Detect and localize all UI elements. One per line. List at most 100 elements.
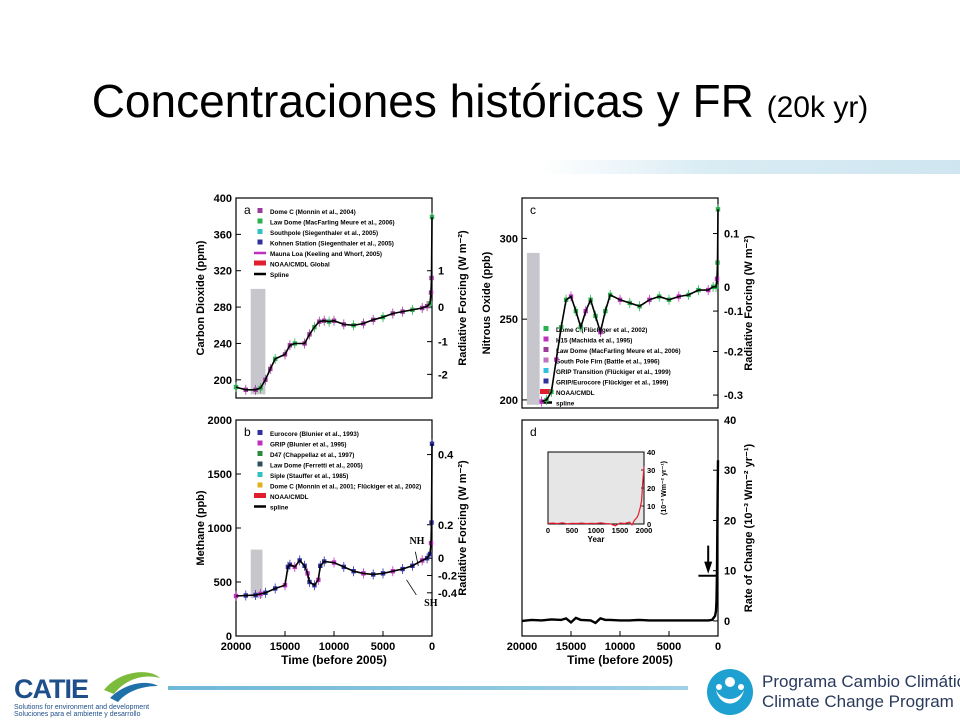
catie-tagline-en: Solutions for environment and developmen… <box>14 704 150 711</box>
footer-line <box>168 686 688 690</box>
y-tick-label: 0 <box>226 631 232 643</box>
x-tick-label: 5000 <box>371 641 395 653</box>
plot-frame <box>235 419 433 637</box>
y-tick-label: 1000 <box>208 523 232 535</box>
y-tick-label: 1500 <box>208 469 232 481</box>
panel-letter: b <box>244 425 251 439</box>
series-line <box>235 217 433 391</box>
legend-entry: Law Dome (Ferretti et al., 2005) <box>270 463 363 470</box>
series-line <box>541 209 719 403</box>
y-tick-label: 200 <box>214 375 232 387</box>
legend-entry: spline <box>556 401 575 408</box>
legend-entry: H15 (Machida et al., 1995) <box>556 338 632 345</box>
legend-swatch <box>540 389 552 394</box>
grey-band <box>250 288 266 395</box>
legend-entry: Dome C (Monnin et al., 2004) <box>270 209 356 216</box>
people-circle-icon <box>707 669 753 715</box>
y-tick-label: 280 <box>214 302 232 314</box>
inset-y-axis-label: (10⁻³ Wm⁻² yr⁻¹) <box>661 461 668 515</box>
panel-a: 200 240 280 320 360 400 -2 -1 0 1 Carbon Dioxide (… <box>195 193 469 399</box>
legend-swatch <box>257 440 263 446</box>
inset-y-tick-label: 40 <box>647 448 655 457</box>
catie-swoosh-icon <box>104 672 160 702</box>
program-name-en: Climate Change Program <box>762 692 954 711</box>
legend-swatch <box>257 239 263 245</box>
right-axis-label: Radiative Forcing (W m⁻²) <box>457 460 469 596</box>
right-tick-label: 30 <box>724 465 736 477</box>
legend-entry: NOAA/CMDL Global <box>270 262 330 269</box>
grey-band <box>526 252 540 405</box>
y-tick-label: 240 <box>214 338 232 350</box>
right-axis-label: Radiative Forcing (W m⁻²) <box>743 235 755 371</box>
catie-logo: CATIE Solutions for environment and deve… <box>12 668 162 718</box>
data-point <box>429 214 435 220</box>
x-tick-label: 10000 <box>319 641 350 653</box>
legend-swatch <box>257 461 263 467</box>
right-tick-label: 0 <box>724 616 730 628</box>
y-axis-label: Nitrous Oxide (ppb) <box>481 251 493 354</box>
y-tick-label: 200 <box>500 395 518 407</box>
right-tick-label: 0.1 <box>724 229 739 241</box>
inset-x-tick-label: 1000 <box>588 526 605 535</box>
legend-swatch <box>254 493 266 498</box>
right-axis-label: Radiative Forcing (W m⁻²) <box>457 230 469 366</box>
title-main: Concentraciones históricas y FR <box>91 75 754 127</box>
grey-band <box>250 549 263 599</box>
data-point <box>429 441 435 446</box>
right-tick-label: -0.2 <box>438 571 457 583</box>
right-tick-label: -1 <box>438 337 448 349</box>
inset-y-tick-label: 0 <box>647 520 651 529</box>
legend-swatch <box>257 218 263 224</box>
slide-title: Concentraciones históricas y FR (20k yr) <box>0 74 960 128</box>
inset-x-tick-label: 0 <box>546 526 550 535</box>
arrow-head <box>704 561 713 574</box>
y-tick-label: 300 <box>500 233 518 245</box>
series-line <box>521 460 720 625</box>
plot-frame <box>235 197 433 399</box>
legend-swatch <box>543 336 549 342</box>
data-point <box>233 593 239 599</box>
legend-entry: Eurocore (Blunier et al., 1993) <box>270 431 359 438</box>
legend-entry: Mauna Loa (Keeling and Whorf, 2005) <box>270 251 382 258</box>
x-tick-label: 20000 <box>221 641 252 653</box>
legend-swatch <box>257 430 263 435</box>
x-tick-label: 15000 <box>556 641 587 653</box>
inset-x-tick-label: 500 <box>566 526 579 535</box>
header-accent-bar <box>540 160 960 174</box>
program-name-es: Programa Cambio Climático <box>762 672 960 691</box>
right-tick-label: 0 <box>438 302 444 314</box>
y-tick-label: 360 <box>214 229 232 241</box>
inset-series-line <box>547 466 645 527</box>
y-tick-label: 320 <box>214 266 232 278</box>
inset-frame <box>547 451 645 525</box>
data-point <box>539 399 544 404</box>
legend-entry: spline <box>270 505 289 512</box>
right-tick-label: -0.3 <box>724 390 743 402</box>
panel-b: 0 500 1000 1500 2000 -0.4 -0.2 0 0.2 0.4 20000 1500… <box>195 415 469 667</box>
legend-entry: Dome C (Monnin et al., 2001; Flückiger e… <box>270 484 421 491</box>
legend-entry: GRIP/Eurocore (Flückiger et al., 1999) <box>556 380 668 387</box>
panel-letter: a <box>244 203 251 217</box>
legend-entry: Law Dome (MacFarling Meure et al., 2006) <box>270 220 395 227</box>
legend-swatch <box>543 357 549 363</box>
right-tick-label: 0.4 <box>438 450 454 462</box>
data-point <box>233 384 239 390</box>
legend-swatch <box>543 378 549 384</box>
inset-x-axis-label: Year <box>588 535 605 544</box>
x-tick-label: 5000 <box>657 641 681 653</box>
series-line <box>235 443 433 597</box>
catie-wordmark: CATIE <box>14 674 89 704</box>
right-tick-label: -2 <box>438 369 448 381</box>
legend-swatch <box>257 229 263 234</box>
legend-entry: Southpole (Siegenthaler et al., 2005) <box>270 230 378 237</box>
right-tick-label: 0 <box>438 553 444 565</box>
right-tick-label: 10 <box>724 566 736 578</box>
legend-entry: Spline <box>270 272 289 279</box>
x-tick-label: 0 <box>429 641 435 653</box>
x-tick-label: 15000 <box>270 641 301 653</box>
legend-entry: Siple (Stauffer et al., 1985) <box>270 473 348 480</box>
right-tick-label: -0.1 <box>724 306 743 318</box>
